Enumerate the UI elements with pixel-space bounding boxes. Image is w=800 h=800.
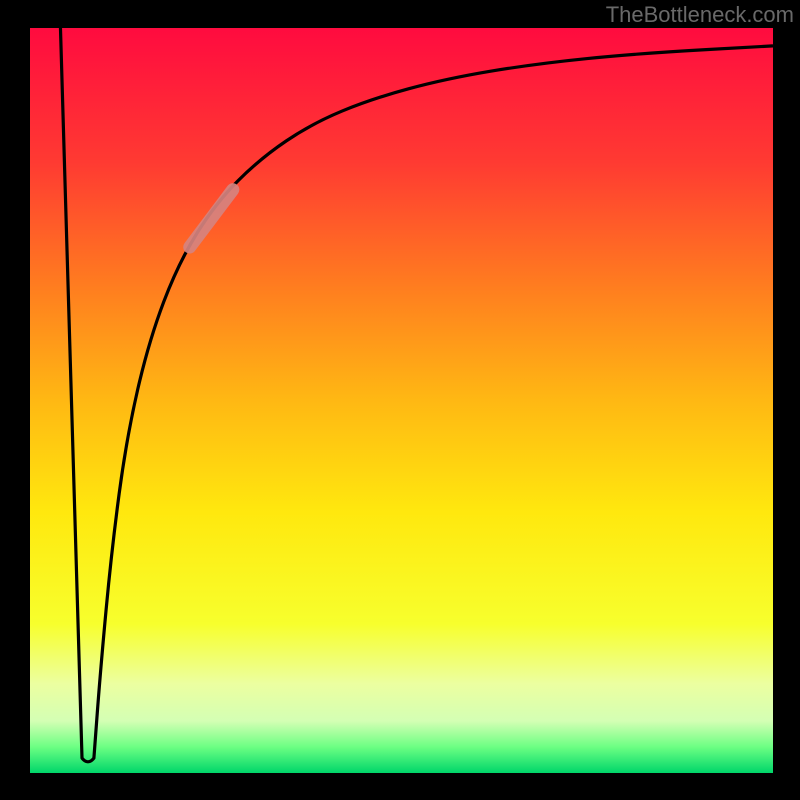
plot-background [30, 28, 773, 773]
bottleneck-chart [0, 0, 800, 800]
chart-frame: TheBottleneck.com [0, 0, 800, 800]
